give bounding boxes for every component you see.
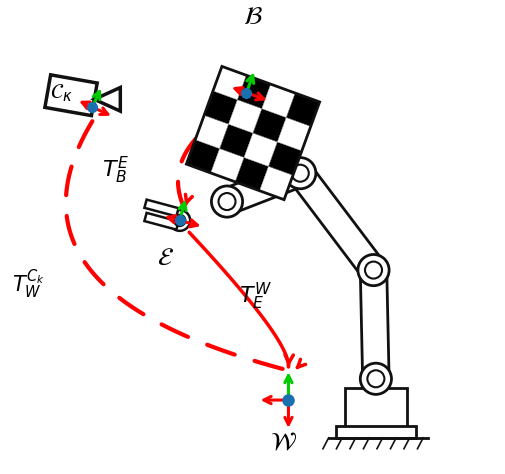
Polygon shape (360, 270, 388, 379)
Polygon shape (144, 200, 178, 217)
Polygon shape (45, 75, 97, 116)
Polygon shape (268, 142, 301, 175)
Polygon shape (243, 133, 277, 166)
FancyBboxPatch shape (344, 388, 406, 428)
Circle shape (211, 186, 242, 217)
Circle shape (174, 215, 185, 226)
Polygon shape (286, 93, 319, 127)
FancyBboxPatch shape (335, 426, 415, 438)
Circle shape (169, 210, 190, 231)
Text: $\mathcal{C}_\kappa$: $\mathcal{C}_\kappa$ (50, 82, 73, 104)
Circle shape (218, 193, 235, 210)
Text: $\mathcal{B}$: $\mathcal{B}$ (243, 5, 262, 29)
Polygon shape (277, 118, 310, 151)
Text: $\mathcal{W}$: $\mathcal{W}$ (270, 430, 296, 455)
Polygon shape (204, 91, 237, 124)
Circle shape (357, 255, 388, 286)
Polygon shape (237, 75, 270, 109)
Polygon shape (94, 88, 120, 111)
Text: $\mathcal{E}$: $\mathcal{E}$ (157, 246, 174, 270)
Polygon shape (195, 115, 228, 148)
Circle shape (291, 164, 308, 182)
Polygon shape (219, 124, 252, 157)
Polygon shape (144, 213, 178, 229)
Polygon shape (289, 165, 383, 278)
Polygon shape (222, 161, 305, 214)
Polygon shape (228, 100, 262, 133)
Circle shape (360, 363, 391, 394)
Text: $T_B^E$: $T_B^E$ (103, 155, 129, 186)
Polygon shape (235, 157, 268, 191)
Polygon shape (213, 66, 246, 100)
Text: $T_W^{C_k}$: $T_W^{C_k}$ (12, 268, 45, 301)
Polygon shape (211, 148, 243, 182)
Polygon shape (186, 140, 219, 173)
Text: $T_E^W$: $T_E^W$ (238, 281, 271, 312)
Circle shape (284, 157, 315, 189)
Polygon shape (259, 166, 292, 200)
Polygon shape (252, 109, 286, 142)
Circle shape (367, 370, 384, 387)
Polygon shape (262, 84, 294, 118)
Circle shape (364, 262, 381, 279)
